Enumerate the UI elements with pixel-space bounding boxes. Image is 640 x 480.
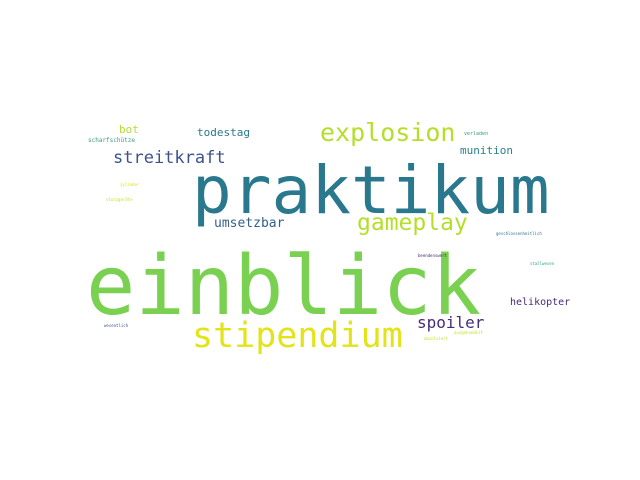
- word-wesentlich: wesentlich: [104, 323, 129, 328]
- word-streitkraft: streitkraft: [113, 148, 226, 168]
- word-ausgehandelt: ausgehandelt: [454, 330, 483, 335]
- word-todestag: todestag: [197, 126, 250, 139]
- word-helikopter: helikopter: [510, 297, 571, 308]
- word-bot: bot: [119, 123, 139, 136]
- word-zylinder: zylinder: [120, 182, 140, 187]
- word-geschlossenheitlich: geschlossenheitlich: [496, 231, 542, 236]
- word-stallwesen: stallwesen: [530, 261, 555, 266]
- word-explosion: explosion: [320, 118, 456, 147]
- word-umsetzbar: umsetzbar: [214, 216, 285, 231]
- word-scharfschuetze: scharfschütze: [88, 137, 135, 144]
- word-stipendium: stipendium: [192, 316, 403, 356]
- word-spoiler: spoiler: [417, 313, 485, 332]
- word-gameplay: gameplay: [357, 210, 468, 236]
- word-verladen: verladen: [464, 131, 489, 137]
- word-munition: munition: [460, 144, 513, 157]
- word-praktikum: praktikum: [192, 152, 550, 229]
- word-beendenswert: beendenswert: [418, 253, 447, 258]
- word-einblick: einblick: [86, 239, 481, 334]
- word-sturzgeraete: sturzgeräte: [106, 197, 133, 202]
- word-absolviert: absolviert: [424, 336, 449, 341]
